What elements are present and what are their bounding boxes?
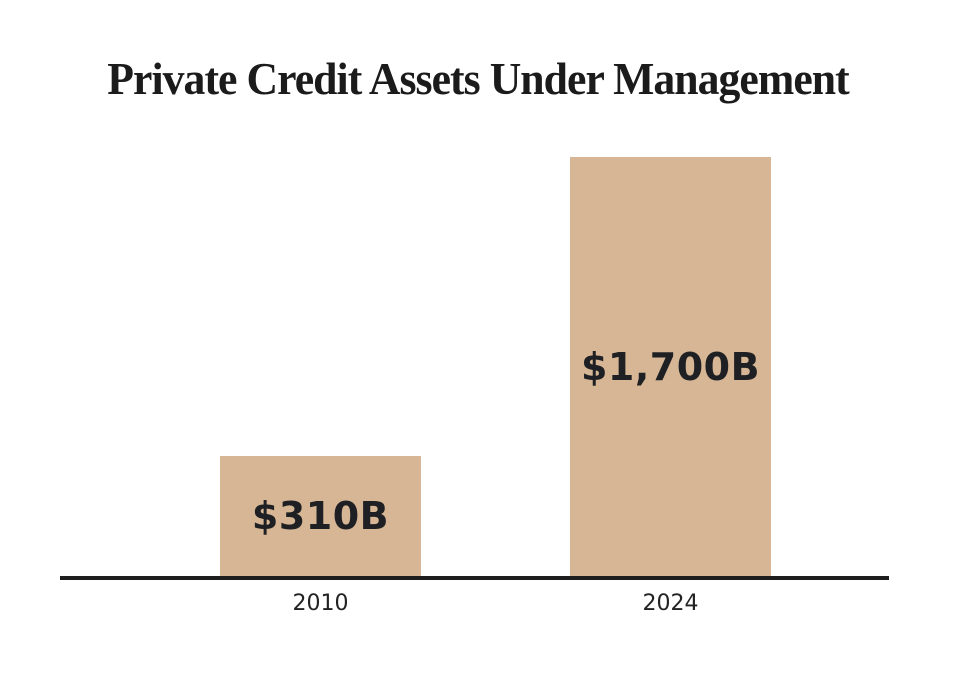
x-axis-line [60, 576, 889, 580]
bar-value-label-2024: $1,700B [580, 344, 761, 389]
bar-2024: $1,700B [570, 157, 771, 576]
bar-value-label-2010: $310B [251, 494, 390, 538]
x-tick-2024: 2024 [642, 591, 699, 616]
chart-title: Private Credit Assets Under Management [107, 53, 849, 104]
bar-2010: $310B [220, 456, 421, 576]
x-tick-2010: 2010 [292, 591, 349, 616]
